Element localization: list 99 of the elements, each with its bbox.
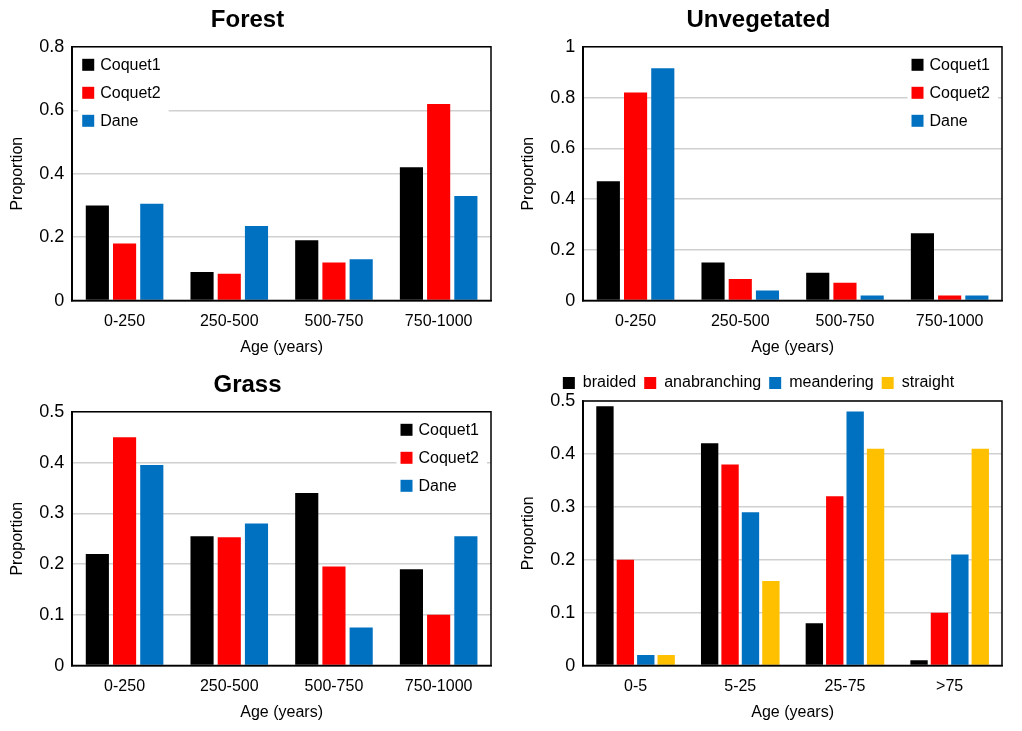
bar [651,68,675,300]
bar [454,536,478,665]
bar [624,92,648,300]
legend-label: braided [582,373,637,391]
bar [244,226,269,300]
bar [755,290,780,300]
y-axis-title: Proportion [519,136,537,211]
bar [322,566,346,665]
legend-label: Coquet1 [929,56,991,74]
x-tick-label: 5-25 [724,676,757,694]
bar [140,203,164,300]
y-axis-title: Proportion [519,496,537,571]
bar [951,554,969,665]
y-tick-label: 0.4 [39,451,65,472]
y-tick-label: 0.8 [39,35,65,56]
y-tick-label: 0.3 [39,502,65,523]
bar [833,282,857,300]
x-axis-title: Age (years) [240,337,323,355]
chart-title: Unvegetated [686,5,831,33]
y-tick-label: 0.6 [550,137,576,158]
y-axis-title: Proportion [8,501,26,576]
y-tick-label: 0.4 [550,442,576,463]
y-tick-label: 0.6 [39,99,65,120]
bar [349,259,373,300]
legend-label: Coquet2 [929,84,991,102]
y-tick-label: 0 [54,289,65,310]
bar [930,612,949,665]
bar [741,512,760,665]
legend-label: anabranching [664,373,762,391]
y-axis-title: Proportion [8,136,26,211]
y-tick-label: 0 [565,289,576,310]
y-tick-label: 0.4 [39,162,65,183]
y-tick-label: 0.2 [550,548,576,569]
bar [846,411,864,665]
y-tick-label: 0.1 [39,603,65,624]
y-tick-label: 1 [565,35,576,56]
bar [349,627,373,665]
x-tick-label: 500-750 [304,311,364,329]
x-tick-label: 0-250 [104,676,146,694]
bar [217,273,241,300]
x-axis-title: Age (years) [751,702,834,720]
legend-label: Dane [418,477,457,495]
legend-label: Coquet1 [418,421,480,439]
x-tick-label: 250-500 [199,676,259,694]
x-tick-label: 0-250 [104,311,146,329]
y-tick-label: 0 [54,654,65,675]
bar [866,448,885,665]
x-axis-title: Age (years) [240,702,323,720]
bar [454,195,478,300]
x-tick-label: 500-750 [304,676,364,694]
legend-label: Coquet2 [418,449,480,467]
chart-title: Forest [210,5,285,33]
y-tick-label: 0.4 [550,188,576,209]
legend-label: Dane [100,112,139,130]
legend-label: Dane [929,112,968,130]
bar [217,537,241,665]
x-tick-label: 750-1000 [915,311,984,329]
legend-label: Coquet2 [100,84,161,102]
bar [971,448,989,665]
y-tick-label: 0.8 [550,86,576,107]
x-tick-label: 750-1000 [404,676,473,694]
x-tick-label: 250-500 [710,311,770,329]
bar [113,437,137,665]
bar [322,262,346,300]
bar [938,295,962,300]
bar [113,243,137,300]
x-tick-label: 250-500 [199,311,259,329]
bar [244,523,269,665]
bar [427,614,451,665]
bar [657,655,675,665]
bar [427,103,451,300]
y-tick-label: 0.2 [39,226,65,247]
x-tick-label: 25-75 [824,676,866,694]
chart-title: Grass [213,370,282,398]
bar [728,279,752,300]
bar [860,295,884,300]
x-tick-label: >75 [936,676,964,694]
y-tick-label: 0.2 [39,553,65,574]
y-tick-label: 0.5 [550,389,576,410]
x-tick-label: 0-250 [615,311,657,329]
y-tick-label: 0.1 [550,601,576,622]
y-tick-label: 0.3 [550,495,576,516]
x-tick-label: 750-1000 [404,311,473,329]
y-tick-label: 0.5 [39,400,65,421]
bar [762,580,780,665]
y-tick-label: 0 [565,654,576,675]
bar [965,295,989,300]
y-tick-label: 0.2 [550,238,576,259]
legend-label: straight [901,373,955,391]
bar [826,496,844,665]
x-tick-label: 0-5 [624,676,648,694]
bar [140,465,164,665]
bar [616,559,635,665]
bar [721,464,739,665]
bar [637,655,655,665]
x-axis-title: Age (years) [751,337,834,355]
legend-label: Coquet1 [100,56,161,74]
legend-label: meandering [789,373,874,391]
x-tick-label: 500-750 [815,311,875,329]
